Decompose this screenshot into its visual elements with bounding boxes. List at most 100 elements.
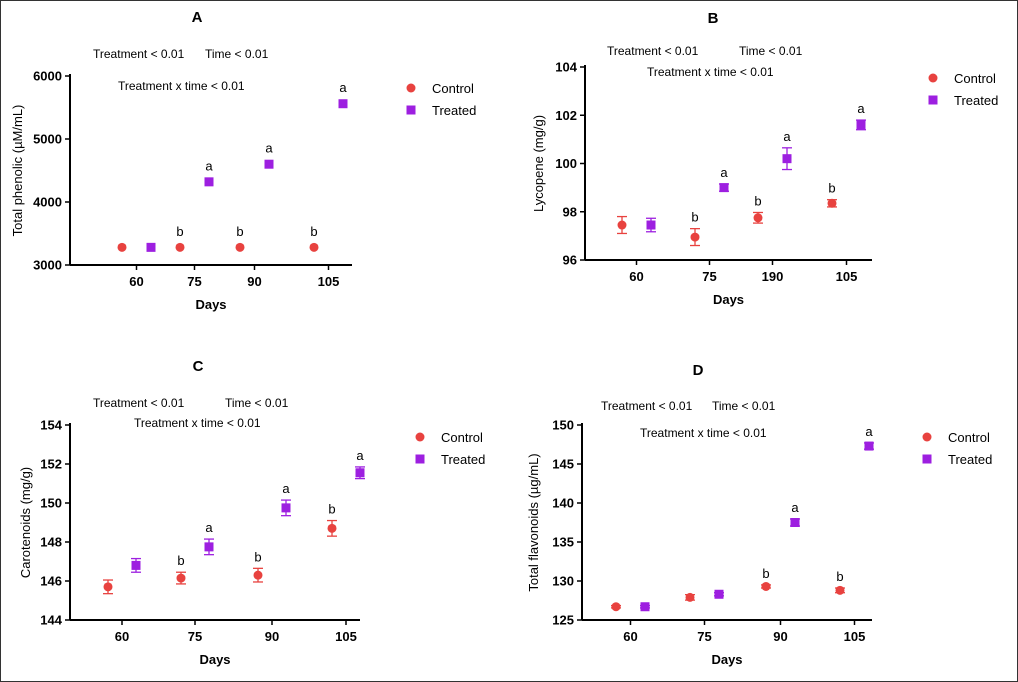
- control-point: [690, 232, 700, 242]
- control-point: [309, 242, 319, 252]
- x-tick-label: 105: [335, 629, 357, 644]
- y-tick-label: 150: [40, 496, 62, 511]
- significance-label: a: [783, 129, 791, 144]
- legend-label: Treated: [954, 93, 998, 108]
- stat-annotation: Time < 0.01: [205, 47, 269, 61]
- y-tick-label: 144: [40, 613, 62, 628]
- treated-point: [146, 242, 156, 252]
- significance-label: a: [720, 165, 728, 180]
- treated-point: [131, 560, 141, 570]
- treated-point: [782, 154, 792, 164]
- y-tick-label: 104: [555, 60, 577, 75]
- legend-label: Treated: [441, 452, 485, 467]
- treated-point: [714, 589, 724, 599]
- stat-annotation: Treatment < 0.01: [607, 44, 699, 58]
- significance-label: a: [265, 141, 273, 156]
- y-tick-label: 150: [552, 418, 574, 433]
- control-point: [753, 213, 763, 223]
- significance-label: a: [865, 424, 873, 439]
- panel-letter: D: [693, 362, 704, 379]
- significance-label: b: [328, 502, 335, 517]
- treated-point: [790, 518, 800, 527]
- y-tick-label: 145: [552, 457, 574, 472]
- significance-label: b: [254, 549, 261, 564]
- significance-label: a: [791, 500, 799, 515]
- significance-label: b: [236, 224, 243, 239]
- stat-annotation: Time < 0.01: [225, 396, 289, 410]
- y-tick-label: 100: [555, 156, 577, 171]
- treated-point: [338, 99, 348, 109]
- y-tick-label: 154: [40, 418, 62, 433]
- legend-label: Treated: [948, 452, 992, 467]
- legend-label: Control: [948, 430, 990, 445]
- x-tick-label: 60: [115, 629, 129, 644]
- y-tick-label: 135: [552, 535, 574, 550]
- x-tick-label: 90: [773, 629, 787, 644]
- x-tick-label: 60: [629, 269, 643, 284]
- y-tick-label: 152: [40, 457, 62, 472]
- legend-label: Control: [432, 81, 474, 96]
- y-tick-label: 4000: [33, 195, 62, 210]
- x-tick-label: 90: [247, 274, 261, 289]
- stat-annotation: Treatment < 0.01: [93, 47, 185, 61]
- legend-marker-control: [415, 432, 425, 442]
- treated-point: [719, 183, 729, 193]
- chart-panel-c: C Treatment < 0.01 Time < 0.01 Treatment x …: [18, 358, 485, 667]
- significance-label: b: [836, 569, 843, 584]
- treated-point: [864, 441, 874, 451]
- y-tick-label: 96: [563, 253, 577, 268]
- y-tick-label: 102: [555, 108, 577, 123]
- y-axis-title: Total phenolic (µM/mL): [10, 105, 25, 237]
- stat-annotation: Time < 0.01: [712, 399, 776, 413]
- stat-annotation: Time < 0.01: [739, 44, 803, 58]
- x-tick-label: 105: [836, 269, 858, 284]
- legend-marker-treated: [406, 105, 416, 115]
- y-axis-title: Carotenoids (mg/g): [18, 467, 33, 578]
- significance-label: b: [176, 224, 183, 239]
- treated-point: [640, 602, 650, 612]
- y-tick-label: 148: [40, 535, 62, 550]
- chart-panel-b: B Treatment < 0.01 Time < 0.01 Treatment x …: [531, 10, 998, 307]
- significance-label: b: [754, 193, 761, 208]
- x-tick-label: 105: [318, 274, 340, 289]
- significance-label: a: [339, 80, 347, 95]
- x-axis-title: Days: [713, 292, 744, 307]
- significance-label: a: [205, 158, 213, 173]
- treated-point: [355, 468, 365, 478]
- y-tick-label: 140: [552, 496, 574, 511]
- legend-marker-treated: [415, 454, 425, 464]
- x-axis-title: Days: [199, 652, 230, 667]
- control-point: [835, 585, 845, 595]
- x-tick-label: 75: [697, 629, 711, 644]
- control-point: [617, 220, 627, 230]
- control-point: [176, 573, 186, 583]
- control-point: [827, 198, 837, 208]
- significance-label: b: [762, 566, 769, 581]
- treated-point: [204, 177, 214, 187]
- significance-label: a: [356, 448, 364, 463]
- legend-label: Control: [954, 71, 996, 86]
- y-tick-label: 146: [40, 574, 62, 589]
- panel-letter: C: [193, 358, 204, 375]
- y-tick-label: 3000: [33, 258, 62, 273]
- control-point: [327, 523, 337, 533]
- x-tick-label: 60: [623, 629, 637, 644]
- y-tick-label: 5000: [33, 132, 62, 147]
- significance-label: a: [205, 520, 213, 535]
- x-tick-label: 75: [702, 269, 716, 284]
- significance-label: b: [828, 181, 835, 196]
- panel-letter: A: [192, 9, 203, 26]
- legend-marker-control: [928, 73, 938, 83]
- x-axis-title: Days: [711, 652, 742, 667]
- stat-annotation: Treatment x time < 0.01: [647, 65, 774, 79]
- stat-annotation: Treatment < 0.01: [601, 399, 693, 413]
- x-axis-title: Days: [195, 297, 226, 312]
- treated-point: [264, 159, 274, 169]
- treated-point: [281, 503, 291, 513]
- x-tick-label: 60: [129, 274, 143, 289]
- control-point: [175, 242, 185, 252]
- panel-letter: B: [708, 10, 719, 27]
- y-axis-title: Lycopene (mg/g): [531, 115, 546, 212]
- legend-marker-control: [922, 432, 932, 442]
